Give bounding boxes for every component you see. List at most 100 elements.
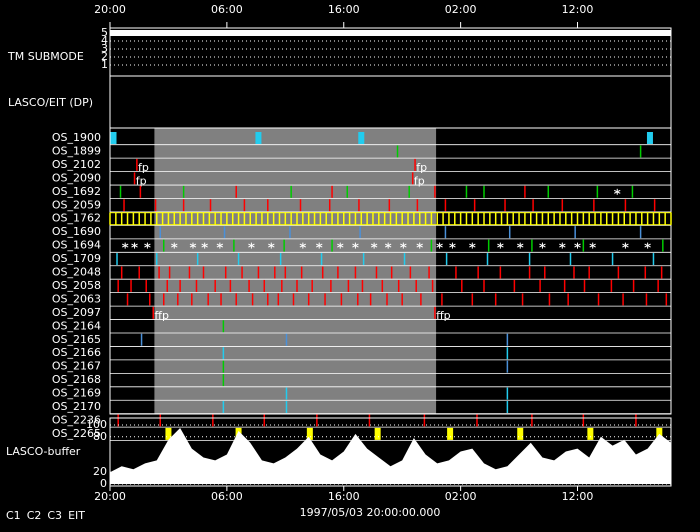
star-stroke: [644, 243, 651, 248]
buffer-label: LASCO-buffer: [6, 445, 81, 458]
event-star: [400, 242, 407, 249]
event-star: [268, 242, 275, 249]
event-star: [469, 242, 476, 249]
row-label: OS_1709: [52, 252, 101, 265]
row-label: OS_2164: [52, 319, 101, 332]
event-star: [299, 242, 307, 249]
legend-entry: C2: [27, 509, 42, 522]
event-star: [189, 242, 197, 249]
submode-level-label: 5: [101, 26, 108, 39]
star-stroke: [248, 243, 255, 248]
time-tick-label-bottom: 16:00: [328, 490, 360, 503]
legend-entry: C1: [6, 509, 21, 522]
event-star: [144, 242, 151, 249]
event-star: [216, 242, 224, 249]
event-block: [358, 132, 365, 144]
buffer-area: [110, 427, 671, 484]
star-stroke: [121, 243, 129, 248]
time-tick-label-top: 06:00: [211, 3, 243, 16]
event-star: [315, 242, 323, 249]
time-tick-label-bottom: 02:00: [445, 490, 477, 503]
event-star: [248, 242, 255, 249]
star-stroke: [589, 243, 596, 248]
star-stroke: [539, 243, 546, 248]
star-stroke: [622, 243, 629, 248]
star-stroke: [574, 243, 581, 248]
event-star: [337, 242, 344, 249]
star-stroke: [268, 243, 275, 248]
submode-level-label: 1: [101, 58, 108, 71]
event-star: [436, 242, 443, 249]
row-label: OS_2059: [52, 198, 101, 211]
event-block: [110, 132, 117, 144]
row-label: OS_1900: [52, 131, 101, 144]
star-stroke: [559, 243, 566, 248]
event-annotation: ffp: [436, 309, 451, 322]
event-block: [374, 427, 381, 440]
event-star: [370, 242, 378, 249]
star-stroke: [216, 243, 224, 248]
event-block: [447, 427, 454, 440]
time-tick-label-bottom: 20:00: [94, 490, 126, 503]
event-star: [559, 242, 566, 249]
star-stroke: [614, 189, 621, 194]
star-stroke: [400, 243, 407, 248]
star-stroke: [337, 243, 344, 248]
star-stroke: [384, 243, 392, 248]
row-label: OS_2102: [52, 158, 101, 171]
star-stroke: [416, 243, 423, 248]
event-star: [416, 242, 423, 249]
submode-band: [110, 30, 671, 36]
row-label: OS_2165: [52, 333, 101, 346]
star-stroke: [436, 243, 443, 248]
submode-level-label: 2: [101, 50, 108, 63]
row-label: OS_1690: [52, 225, 101, 238]
event-block: [587, 427, 594, 440]
event-star: [131, 242, 138, 249]
event-star: [614, 188, 621, 195]
legend-entry: C3: [47, 509, 62, 522]
event-star: [644, 242, 651, 249]
submode-level-label: 3: [101, 42, 108, 55]
buffer-y-tick-label: 100: [86, 418, 107, 431]
row-label: OS_2265: [52, 427, 101, 440]
date-label: 1997/05/03 20:00:00.000: [300, 506, 441, 519]
star-stroke: [315, 243, 323, 248]
row-label: OS_1899: [52, 144, 101, 157]
event-star: [622, 242, 629, 249]
row-label: OS_2048: [52, 266, 101, 279]
star-stroke: [517, 243, 524, 248]
star-stroke: [131, 243, 138, 248]
star-stroke: [370, 243, 378, 248]
event-star: [539, 242, 546, 249]
event-star: [449, 242, 456, 249]
buffer-y-tick-label: 20: [93, 465, 107, 478]
star-stroke: [469, 243, 476, 248]
row-label: OS_2058: [52, 279, 101, 292]
row-label: OS_1762: [52, 212, 101, 225]
event-annotation: fp: [136, 174, 147, 187]
star-stroke: [201, 243, 208, 248]
star-stroke: [144, 243, 151, 248]
event-block: [255, 132, 262, 144]
row-label: OS_2169: [52, 387, 101, 400]
star-stroke: [449, 243, 456, 248]
event-star: [121, 242, 129, 249]
row-label: OS_2090: [52, 171, 101, 184]
lasco-eit-label: LASCO/EIT (DP): [8, 96, 93, 109]
event-annotation: ffp: [154, 309, 169, 322]
row-label: OS_2166: [52, 346, 101, 359]
buffer-y-tick-label: 80: [93, 430, 107, 443]
row-label: OS_2170: [52, 400, 101, 413]
event-star: [171, 242, 178, 249]
event-annotation: fp: [414, 174, 425, 187]
event-block: [517, 427, 524, 440]
row-label: OS_2167: [52, 360, 101, 373]
event-star: [517, 242, 524, 249]
event-star: [352, 242, 359, 249]
time-tick-label-top: 16:00: [328, 3, 360, 16]
time-tick-label-top: 20:00: [94, 3, 126, 16]
star-stroke: [299, 243, 307, 248]
shaded-interval: [154, 128, 437, 414]
row-label: OS_2236: [52, 413, 101, 426]
